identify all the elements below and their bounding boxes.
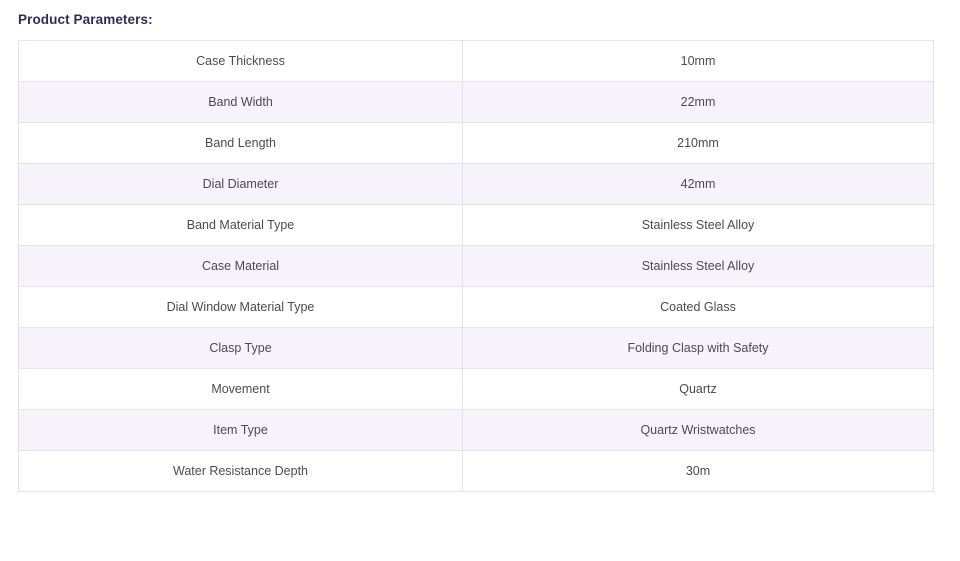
param-value-cell: Coated Glass [462,286,934,328]
param-value-cell: 42mm [462,163,934,205]
table-row: Case Thickness 10mm [18,40,934,82]
table-row: Case Material Stainless Steel Alloy [18,245,934,287]
table-row: Dial Window Material Type Coated Glass [18,286,934,328]
param-value-cell: Stainless Steel Alloy [462,245,934,287]
param-name-cell: Clasp Type [18,327,463,369]
param-value-cell: Stainless Steel Alloy [462,204,934,246]
param-name-cell: Dial Window Material Type [18,286,463,328]
param-name-cell: Dial Diameter [18,163,463,205]
parameters-table-body: Case Thickness 10mm Band Width 22mm Band… [18,40,934,492]
param-name-cell: Case Thickness [18,40,463,82]
param-value-cell: Quartz Wristwatches [462,409,934,451]
param-value-cell: Folding Clasp with Safety [462,327,934,369]
param-name-cell: Band Width [18,81,463,123]
param-name-cell: Water Resistance Depth [18,450,463,492]
param-value-cell: Quartz [462,368,934,410]
param-value-cell: 22mm [462,81,934,123]
param-value-cell: 10mm [462,40,934,82]
param-name-cell: Movement [18,368,463,410]
param-name-cell: Band Length [18,122,463,164]
table-row: Movement Quartz [18,368,934,410]
param-name-cell: Case Material [18,245,463,287]
product-parameters-table: Case Thickness 10mm Band Width 22mm Band… [18,40,934,492]
param-value-cell: 30m [462,450,934,492]
table-row: Band Width 22mm [18,81,934,123]
table-row: Dial Diameter 42mm [18,163,934,205]
param-name-cell: Item Type [18,409,463,451]
table-row: Band Length 210mm [18,122,934,164]
table-row: Band Material Type Stainless Steel Alloy [18,204,934,246]
table-row: Item Type Quartz Wristwatches [18,409,934,451]
page-title: Product Parameters: [18,12,153,27]
param-name-cell: Band Material Type [18,204,463,246]
param-value-cell: 210mm [462,122,934,164]
table-row: Water Resistance Depth 30m [18,450,934,492]
table-row: Clasp Type Folding Clasp with Safety [18,327,934,369]
